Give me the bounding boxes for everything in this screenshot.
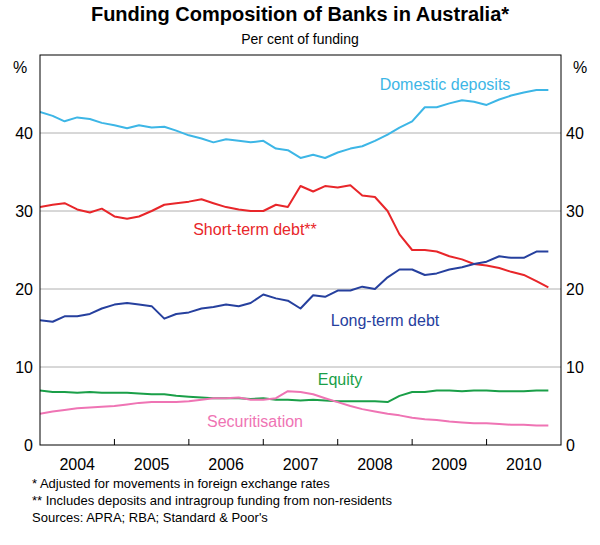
x-tick-label: 2010 [506,456,542,473]
grid-line [40,211,561,212]
grid [40,133,561,367]
y-tick-label: 0 [24,437,33,454]
grid-line [40,133,561,134]
year-divider [114,439,115,445]
year-divider [263,439,264,445]
series-label: Domestic deposits [380,76,511,93]
year-divider [337,439,338,445]
grid-line [40,367,561,368]
y2-tick-label: 10 [566,359,584,376]
title: Funding Composition of Banks in Australi… [91,3,509,25]
y-tick-label: 20 [15,281,33,298]
y-axis-label: % [13,59,27,76]
series-line [40,90,548,158]
series-line [40,185,548,287]
x-tick-label: 2009 [432,456,468,473]
footnote: Sources: APRA; RBA; Standard & Poor's [32,510,268,525]
x-tick-label: 2005 [134,456,170,473]
footnote: ** Includes deposits and intragroup fund… [32,493,392,508]
y-tick-label: 40 [15,125,33,142]
grid-line [40,289,561,290]
y2-tick-label: 30 [566,203,584,220]
x-tick-label: 2004 [59,456,95,473]
y-tick-label: 10 [15,359,33,376]
year-divider [188,439,189,445]
series-label: Long-term debt [331,312,440,329]
series-label: Short-term debt** [193,221,317,238]
y2-tick-label: 40 [566,125,584,142]
y2-axis-label: % [573,59,587,76]
plot-frame [40,55,561,445]
series-line [40,252,548,322]
y2-tick-label: 20 [566,281,584,298]
x-tick-label: 2006 [208,456,244,473]
x-tick-label: 2007 [283,456,319,473]
year-divider [486,439,487,445]
series-label: Securitisation [207,413,303,430]
series-label: Equity [318,371,362,388]
y-tick-label: 30 [15,203,33,220]
y2-tick-label: 0 [566,437,575,454]
year-divider [412,439,413,445]
lines [40,90,548,425]
chart: Funding Composition of Banks in Australi… [0,0,600,545]
subtitle: Per cent of funding [241,31,359,47]
footnote: * Adjusted for movements in foreign exch… [32,476,330,491]
x-tick-label: 2008 [357,456,393,473]
